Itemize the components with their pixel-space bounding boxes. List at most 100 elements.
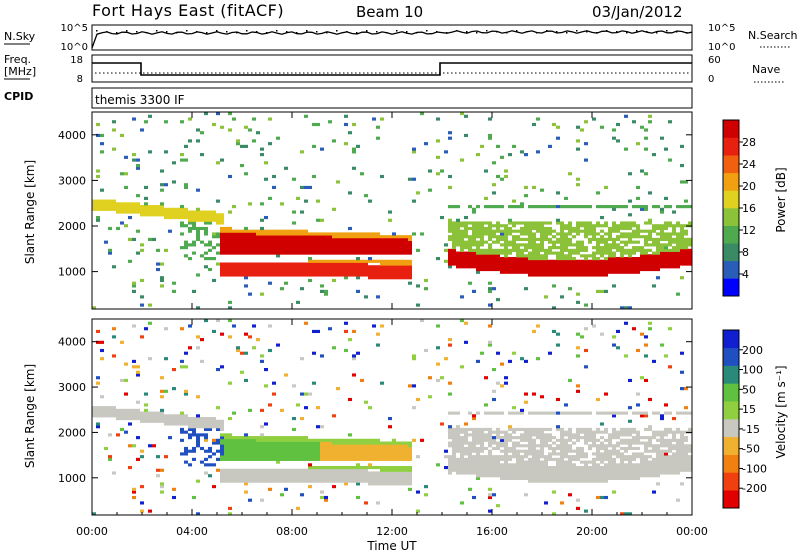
heatmap-cell <box>516 229 520 233</box>
heatmap-cell <box>520 265 524 269</box>
heatmap-cell <box>400 270 404 274</box>
heatmap-cell <box>264 270 268 274</box>
heatmap-cell <box>352 246 356 250</box>
heatmap-cell <box>396 246 400 250</box>
heatmap-cell <box>344 237 348 241</box>
heatmap-cell <box>476 229 480 233</box>
heatmap-cell <box>624 306 628 310</box>
heatmap-cell <box>252 251 256 255</box>
heatmap-cell <box>124 205 128 209</box>
heatmap-cell <box>548 474 552 478</box>
heatmap-cell <box>644 257 648 261</box>
heatmap-cell <box>160 490 164 494</box>
heatmap-cell <box>544 273 548 277</box>
heatmap-cell <box>520 270 524 274</box>
heatmap-cell <box>556 221 560 225</box>
heatmap-cell <box>240 163 244 168</box>
heatmap-cell <box>660 414 664 418</box>
heatmap-cell <box>236 265 240 269</box>
heatmap-cell <box>680 482 684 486</box>
heatmap-cell <box>648 449 652 453</box>
heatmap-cell <box>140 455 144 459</box>
heatmap-cell <box>552 262 556 266</box>
heatmap-cell <box>220 332 224 336</box>
heatmap-cell <box>316 474 320 478</box>
heatmap-cell <box>288 229 292 233</box>
heatmap-cell <box>520 205 524 209</box>
heatmap-cell <box>316 452 320 456</box>
heatmap-cell <box>604 479 608 483</box>
heatmap-cell <box>132 210 136 214</box>
heatmap-cell <box>312 476 316 481</box>
heatmap-cell <box>448 411 452 415</box>
heatmap-cell <box>624 468 628 472</box>
heatmap-cell <box>496 468 500 472</box>
heatmap-cell <box>284 438 288 442</box>
heatmap-cell <box>508 476 512 481</box>
heatmap-cell <box>364 270 368 274</box>
heatmap-cell <box>596 427 600 432</box>
heatmap-cell <box>260 408 264 412</box>
heatmap-cell <box>624 259 628 263</box>
heatmap-cell <box>208 215 212 220</box>
heatmap-cell <box>232 446 236 451</box>
heatmap-cell <box>644 444 648 448</box>
heatmap-cell <box>392 457 396 461</box>
heatmap-cell <box>232 441 236 445</box>
heatmap-cell <box>676 265 680 269</box>
heatmap-cell <box>400 240 404 244</box>
heatmap-cell <box>140 128 144 132</box>
heatmap-cell <box>448 441 452 445</box>
heatmap-cell <box>192 495 196 500</box>
heatmap-cell <box>260 359 264 363</box>
xaxis-label: Time UT <box>366 539 417 553</box>
heatmap-cell <box>636 392 640 396</box>
heatmap-cell <box>132 324 136 328</box>
heatmap-cell <box>600 240 604 244</box>
heatmap-cell <box>248 246 252 250</box>
heatmap-cell <box>268 457 272 461</box>
heatmap-cell <box>344 474 348 478</box>
heatmap-cell <box>204 232 208 236</box>
heatmap-cell <box>244 172 248 176</box>
heatmap-cell <box>516 257 520 261</box>
heatmap-cell <box>676 466 680 470</box>
heatmap-cell <box>452 246 456 250</box>
heatmap-cell <box>336 240 340 244</box>
heatmap-cell <box>592 430 596 434</box>
heatmap-cell <box>652 430 656 434</box>
heatmap-cell <box>476 476 480 481</box>
heatmap-cell <box>460 243 464 247</box>
heatmap-cell <box>380 243 384 247</box>
heatmap-cell <box>320 457 324 461</box>
heatmap-cell <box>660 257 664 261</box>
heatmap-cell <box>556 438 560 442</box>
heatmap-cell <box>688 262 692 266</box>
heatmap-cell <box>104 199 108 203</box>
heatmap-cell <box>532 444 536 448</box>
heatmap-cell <box>484 438 488 442</box>
heatmap-cell <box>96 205 100 209</box>
heatmap-cell <box>520 476 524 481</box>
heatmap-cell <box>224 455 228 459</box>
heatmap-cell <box>668 205 672 209</box>
heatmap-cell <box>380 235 384 239</box>
heatmap-cell <box>612 474 616 478</box>
nsearch-point <box>306 30 308 32</box>
heatmap-cell <box>296 441 300 445</box>
heatmap-cell <box>624 476 628 481</box>
heatmap-cell <box>520 444 524 448</box>
heatmap-cell <box>688 455 692 459</box>
heatmap-cell <box>636 430 640 434</box>
heatmap-cell <box>320 267 324 272</box>
heatmap-cell <box>340 262 344 266</box>
heatmap-cell <box>536 460 540 464</box>
heatmap-cell <box>508 449 512 453</box>
heatmap-cell <box>456 226 460 231</box>
heatmap-cell <box>144 419 148 423</box>
heatmap-cell <box>660 224 664 228</box>
heatmap-cell <box>372 237 376 241</box>
heatmap-cell <box>612 270 616 274</box>
heatmap-cell <box>308 240 312 244</box>
heatmap-cell <box>308 463 312 467</box>
